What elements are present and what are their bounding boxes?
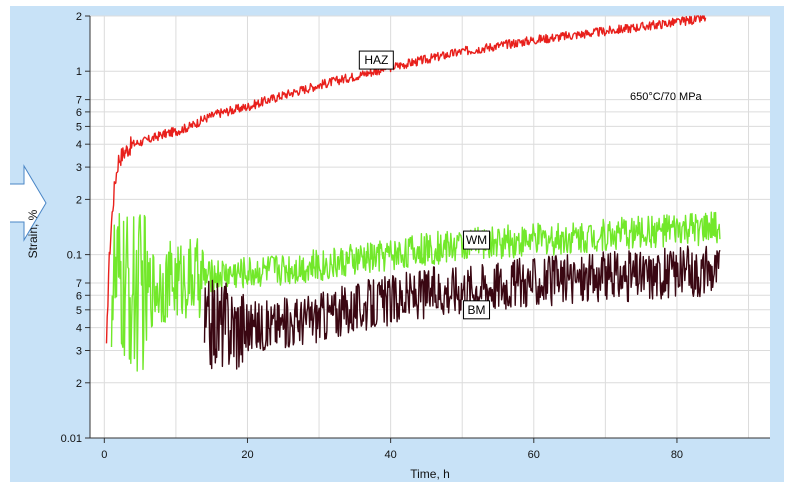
y-tick-label: 4 (76, 139, 82, 151)
y-tick-label: 0.1 (67, 250, 82, 262)
chart-frame: 0 20 40 60 80 0.01 2 3 4 5 6 7 0.1 2 3 4 5 6 7 1 2 HAZ WM BM T… (10, 6, 784, 482)
y-tick-label: 0.01 (61, 433, 82, 445)
x-tick-label: 0 (101, 449, 107, 461)
arrow-shape (10, 164, 47, 242)
y-tick-label: 7 (76, 95, 82, 107)
x-tick-label: 80 (671, 449, 683, 461)
series-labels: HAZ WM BM (358, 50, 491, 320)
y-tick-label: 2 (76, 378, 82, 390)
x-tick-label: 40 (385, 449, 397, 461)
series-label-wm: WM (466, 233, 487, 247)
y-tick-label: 1 (76, 66, 82, 78)
series-line-bm (203, 245, 721, 370)
y-axis-title: Strain, % (26, 209, 40, 258)
y-tick-label: 6 (76, 107, 82, 119)
y-tick-label: 5 (76, 305, 82, 317)
y-tick-label: 2 (76, 11, 82, 23)
y-tick-label: 2 (76, 194, 82, 206)
series-label-bm: BM (468, 303, 486, 317)
y-tick-label: 3 (76, 162, 82, 174)
y-tick-label: 7 (76, 278, 82, 290)
series-label-box-wm (463, 230, 491, 250)
x-tick-label: 20 (241, 449, 253, 461)
y-tick-label: 5 (76, 121, 82, 133)
y-tick-label: 4 (76, 323, 82, 335)
y-tick-label: 6 (76, 290, 82, 302)
x-axis-title: Time, h (410, 467, 450, 481)
x-tick-label: 60 (528, 449, 540, 461)
series-label-box-bm (463, 300, 491, 320)
series-lines (105, 15, 721, 372)
series-label-box-haz (358, 50, 394, 70)
condition-annotation: 650°C/70 MPa (630, 91, 703, 103)
series-line-haz (105, 15, 707, 344)
series-label-haz: HAZ (364, 53, 388, 67)
y-tick-label: 3 (76, 345, 82, 357)
